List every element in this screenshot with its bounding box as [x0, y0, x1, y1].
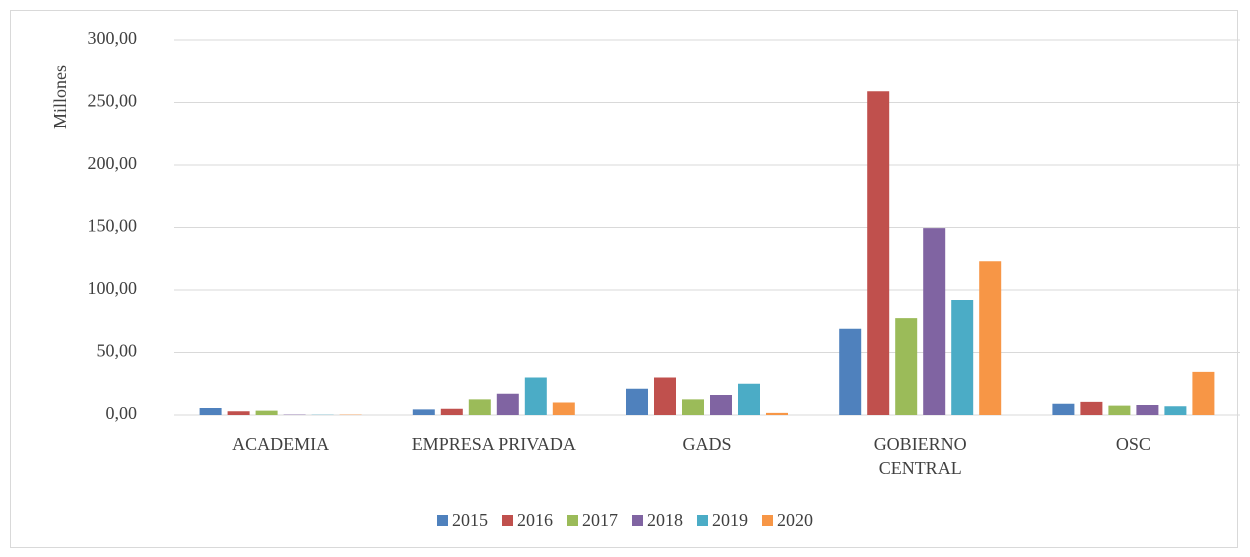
y-tick-label: 50,00 [97, 341, 138, 361]
x-tick-label: GOBIERNO CENTRAL [873, 434, 967, 478]
bar [255, 410, 278, 415]
bar [468, 399, 491, 415]
legend: 2015 2016 2017 2018 2019 2020 [0, 510, 1250, 531]
bar [524, 377, 547, 415]
legend-label: 2020 [777, 510, 813, 530]
bar [412, 409, 435, 415]
bar [923, 228, 946, 415]
y-tick-label: 100,00 [88, 278, 138, 298]
legend-item: 2018 [632, 510, 683, 531]
bar [1108, 405, 1131, 415]
bar [979, 261, 1002, 415]
y-tick-label: 300,00 [88, 28, 138, 48]
legend-item: 2019 [697, 510, 748, 531]
legend-label: 2018 [647, 510, 683, 530]
bar [738, 383, 760, 415]
bar [227, 411, 250, 415]
bar [867, 91, 890, 415]
legend-label: 2015 [452, 510, 488, 530]
bar [440, 408, 463, 415]
bar [654, 377, 676, 415]
legend-item: 2016 [502, 510, 553, 531]
bar [1052, 403, 1075, 415]
x-tick-label: OSC [1115, 434, 1151, 454]
legend-swatch [632, 515, 643, 526]
bar [1192, 371, 1215, 415]
legend-swatch [502, 515, 513, 526]
legend-swatch [437, 515, 448, 526]
bar [1164, 406, 1187, 415]
x-tick-label: ACADEMIA [232, 434, 330, 454]
x-tick-label: GADS [682, 434, 732, 454]
y-tick-label: 150,00 [88, 216, 138, 236]
legend-item: 2015 [437, 510, 488, 531]
chart-border [10, 10, 1238, 548]
x-tick-label: EMPRESA PRIVADA [411, 434, 576, 454]
legend-label: 2016 [517, 510, 553, 530]
legend-swatch [762, 515, 773, 526]
legend-swatch [697, 515, 708, 526]
bar [710, 395, 732, 415]
bar [1080, 401, 1103, 415]
bar [766, 412, 788, 415]
y-tick-label: 0,00 [106, 403, 138, 423]
bar [839, 328, 862, 415]
y-tick-label: 250,00 [88, 91, 138, 111]
legend-item: 2020 [762, 510, 813, 531]
legend-swatch [567, 515, 578, 526]
bar [951, 300, 974, 415]
bar [199, 408, 222, 415]
legend-label: 2019 [712, 510, 748, 530]
y-axis-label: Millones [50, 65, 70, 129]
bar [626, 388, 648, 415]
legend-label: 2017 [582, 510, 618, 530]
bar [895, 318, 918, 415]
bar [682, 399, 704, 415]
y-tick-label: 200,00 [88, 153, 138, 173]
bar [552, 402, 575, 415]
legend-item: 2017 [567, 510, 618, 531]
bar [1136, 405, 1159, 415]
bar [496, 393, 519, 415]
